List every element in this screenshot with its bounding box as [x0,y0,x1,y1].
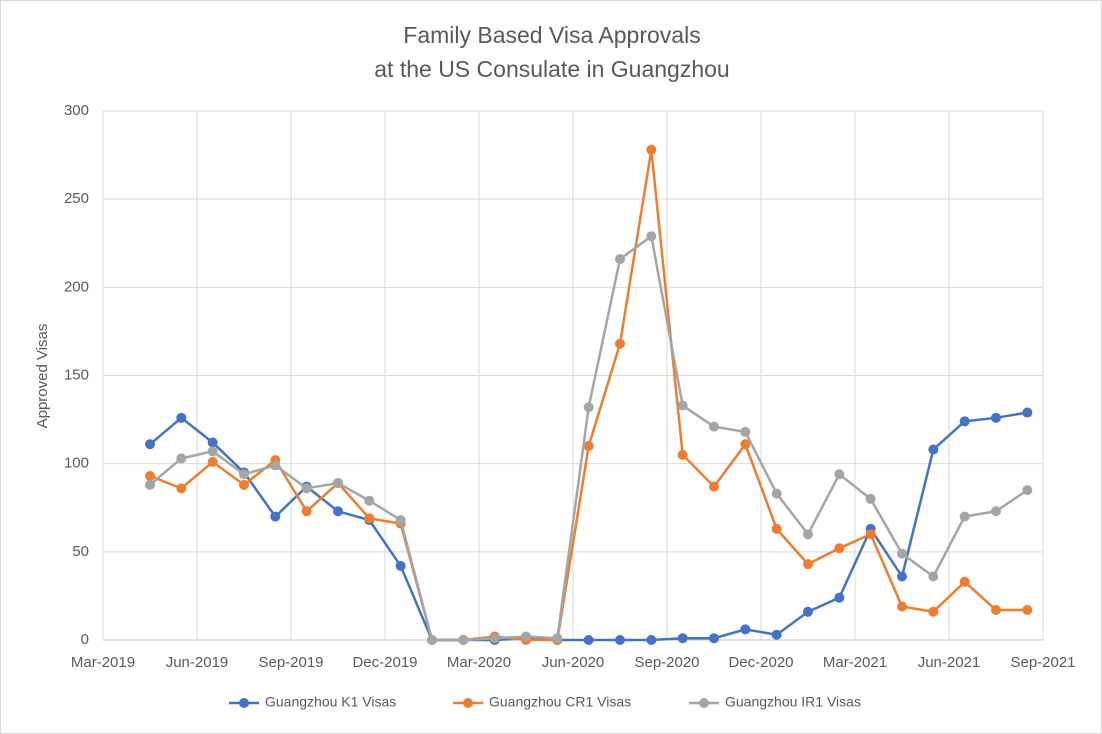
data-point [395,515,406,526]
data-point [991,605,1001,616]
data-point [364,495,375,506]
data-point [395,560,406,571]
data-point [239,479,249,490]
x-tick-label: Sep-2021 [1010,654,1075,671]
legend-marker [463,698,473,708]
data-point [677,633,688,644]
legend-label: Guangzhou K1 Visas [265,694,396,710]
data-point [928,444,939,455]
legend-label: Guangzhou IR1 Visas [725,694,861,710]
data-point [959,576,970,587]
data-point [771,523,782,534]
data-point [897,571,907,582]
data-point [364,513,375,524]
x-tick-label: Jun-2021 [918,654,981,671]
y-tick-label: 300 [64,102,89,119]
data-point [239,469,249,480]
legend-marker [699,698,709,708]
x-tick-label: Jun-2019 [166,654,229,671]
data-point [521,631,531,642]
data-point [615,635,625,645]
data-point [740,426,751,437]
data-point [333,478,343,489]
x-tick-label: Sep-2019 [258,654,323,671]
data-point [897,601,907,612]
data-point [991,506,1001,517]
data-point [991,412,1001,423]
data-point [489,633,500,644]
data-point [928,606,939,617]
data-point [677,449,688,460]
y-tick-label: 200 [64,278,89,295]
legend-marker [239,698,249,708]
data-point [207,446,218,457]
x-tick-label: Mar-2021 [823,654,887,671]
data-point [834,469,845,480]
y-tick-label: 50 [72,543,89,560]
data-point [803,606,813,617]
series-line [149,234,1029,642]
data-point [301,506,312,517]
x-tick-label: Mar-2019 [71,654,135,671]
data-point [301,483,312,494]
data-point [427,635,437,645]
data-point [803,529,813,540]
data-point [677,400,688,411]
x-tick-label: Dec-2019 [352,654,417,671]
data-point [176,483,187,494]
data-point [1022,407,1033,418]
data-point [176,412,187,423]
data-point [740,624,751,635]
data-point [145,439,155,450]
x-tick-label: Sep-2020 [634,654,699,671]
y-tick-label: 150 [64,366,89,383]
data-point [1022,485,1033,496]
data-point [865,529,876,540]
data-point [646,635,657,645]
chart-title: Family Based Visa Approvals [403,22,700,48]
data-point [834,543,845,554]
data-point [740,439,751,450]
data-point [646,231,657,242]
data-point [583,441,594,452]
data-point [959,511,970,522]
data-point [771,488,782,499]
y-tick-label: 0 [81,631,89,648]
data-point [552,633,563,644]
data-point [1022,605,1033,616]
data-point [709,633,719,644]
data-point [615,338,625,349]
data-point [928,571,939,582]
x-tick-label: Jun-2020 [542,654,605,671]
y-tick-label: 250 [64,190,89,207]
data-point [207,437,218,448]
data-point [270,460,281,471]
data-point [959,416,970,427]
x-tick-label: Dec-2020 [728,654,793,671]
data-point [834,592,845,603]
legend-label: Guangzhou CR1 Visas [489,694,631,710]
data-point [145,471,155,482]
chart-title: at the US Consulate in Guangzhou [374,56,729,82]
data-point [145,479,155,490]
data-point [176,453,187,464]
y-tick-label: 100 [64,455,89,472]
data-point [458,635,469,645]
data-point [865,493,876,504]
data-point [709,481,719,492]
data-point [615,254,625,265]
data-point [771,629,782,640]
data-point [270,511,281,522]
data-point [333,506,343,517]
x-tick-label: Mar-2020 [447,654,511,671]
data-point [583,402,594,413]
data-point [897,548,907,559]
data-point [646,144,657,155]
data-point [583,635,594,645]
data-point [207,456,218,467]
data-point [709,421,719,432]
y-axis-label: Approved Visas [34,324,51,429]
data-point [803,559,813,570]
